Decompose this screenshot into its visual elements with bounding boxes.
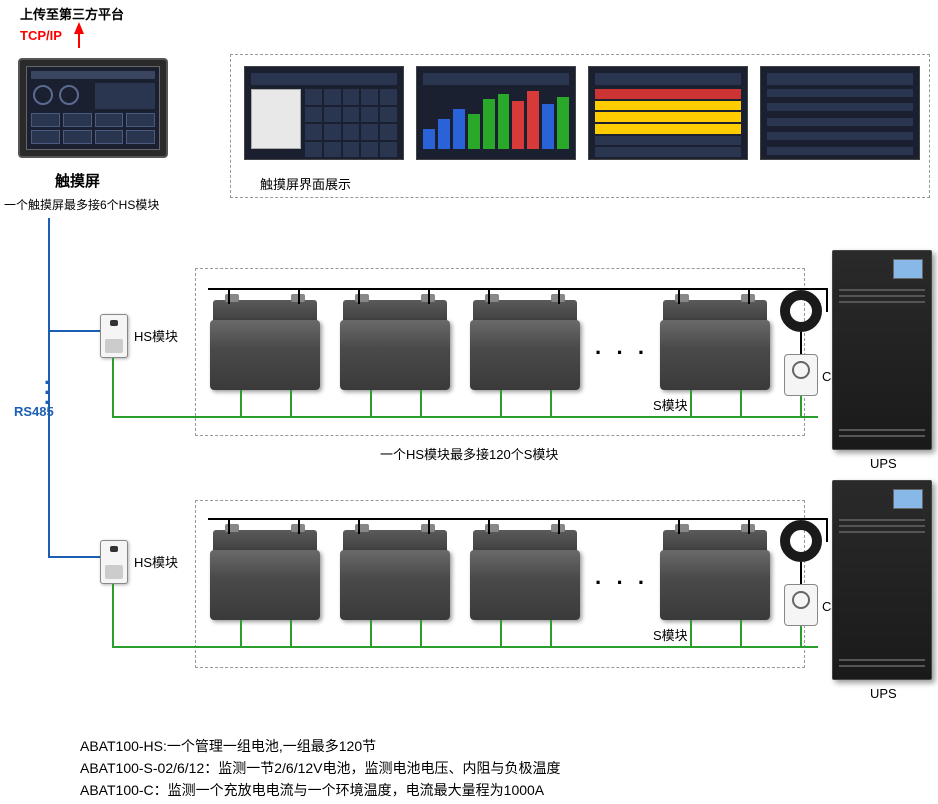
black-bus-2	[208, 518, 828, 520]
blackdrop-2d	[428, 518, 430, 534]
greendrop-1d2	[740, 390, 742, 418]
battery-2-2	[340, 530, 450, 620]
blackdrop-1c	[358, 288, 360, 304]
greendrop-1c	[500, 390, 502, 418]
hs-label-2: HS模块	[134, 552, 178, 571]
blackdrop-2e	[488, 518, 490, 534]
touchscreen-label: 触摸屏	[55, 170, 100, 191]
screenshot-rack	[244, 66, 404, 160]
greendrop-1a	[240, 390, 242, 418]
hs-note: 一个HS模块最多接120个S模块	[380, 444, 558, 463]
ups-2	[832, 480, 932, 680]
rs485-label: RS485	[14, 404, 54, 419]
s-module-label-1: S模块	[650, 395, 691, 414]
black-bus-1	[208, 288, 828, 290]
greendrop-2c	[500, 620, 502, 648]
upload-label: 上传至第三方平台	[20, 4, 124, 23]
ups-label-2: UPS	[870, 686, 897, 701]
hs-module-2	[100, 540, 128, 584]
greendrop-2d	[690, 620, 692, 648]
ct-wire-1	[800, 332, 802, 354]
panel-label: 触摸屏界面展示	[260, 174, 351, 193]
footer-line-1: ABAT100-HS:一个管理一组电池,一组最多120节	[80, 736, 376, 757]
green-bus-1	[112, 416, 818, 418]
greendrop-1cmod	[800, 396, 802, 418]
ellipsis-2: · · ·	[595, 570, 649, 596]
blackdrop-1b	[298, 288, 300, 304]
battery-2-3	[470, 530, 580, 620]
greendrop-2hs	[112, 584, 114, 648]
s-module-label-2: S模块	[650, 625, 691, 644]
ct-clamp-1	[780, 290, 822, 332]
greendrop-2d2	[740, 620, 742, 648]
blackdrop-1h	[748, 288, 750, 304]
blackdrop-1g	[678, 288, 680, 304]
greendrop-2cmod	[800, 626, 802, 648]
ct-wire-2	[800, 562, 802, 584]
blackdrop-2g	[678, 518, 680, 534]
touchscreen-device	[18, 58, 168, 158]
screenshot-list	[760, 66, 920, 160]
blackdrop-2a	[228, 518, 230, 534]
screenshot-barchart	[416, 66, 576, 160]
greendrop-2c2	[550, 620, 552, 648]
green-bus-2	[112, 646, 818, 648]
c-module-1	[784, 354, 818, 396]
c-module-2	[784, 584, 818, 626]
greendrop-2b	[370, 620, 372, 648]
screenshot-table	[588, 66, 748, 160]
greendrop-1hs	[112, 358, 114, 418]
greendrop-1a2	[290, 390, 292, 418]
battery-1-2	[340, 300, 450, 390]
greendrop-1b2	[420, 390, 422, 418]
blackdrop-2f	[558, 518, 560, 534]
greendrop-1b	[370, 390, 372, 418]
greendrop-1d	[690, 390, 692, 418]
battery-1-n	[660, 300, 770, 390]
greendrop-2a	[240, 620, 242, 648]
blackdrop-1e	[488, 288, 490, 304]
battery-1-3	[470, 300, 580, 390]
battery-2-n	[660, 530, 770, 620]
greendrop-2a2	[290, 620, 292, 648]
branch-line-1	[48, 330, 100, 332]
blackdrop-1d	[428, 288, 430, 304]
hs-label-1: HS模块	[134, 326, 178, 345]
arrow-up-icon	[74, 22, 84, 34]
footer-line-3: ABAT100-C：监测一个充放电电流与一个环境温度，电流最大量程为1000A	[80, 780, 544, 801]
greendrop-1c2	[550, 390, 552, 418]
blackdrop-2c	[358, 518, 360, 534]
blackdrop-2b	[298, 518, 300, 534]
touchscreen-note: 一个触摸屏最多接6个HS模块	[4, 196, 159, 213]
ups-1	[832, 250, 932, 450]
arrow-stem	[78, 34, 80, 48]
hs-module-1	[100, 314, 128, 358]
blackdrop-1a	[228, 288, 230, 304]
footer-line-2: ABAT100-S-02/6/12：监测一节2/6/12V电池，监测电池电压、内…	[80, 758, 561, 779]
ellipsis-1: · · ·	[595, 340, 649, 366]
ups-label-1: UPS	[870, 456, 897, 471]
blackdrop-2ups	[826, 518, 828, 542]
blackdrop-1ups	[826, 288, 828, 312]
blackdrop-1f	[558, 288, 560, 304]
battery-1-1	[210, 300, 320, 390]
ct-clamp-2	[780, 520, 822, 562]
battery-2-1	[210, 530, 320, 620]
blackdrop-2h	[748, 518, 750, 534]
branch-line-2	[48, 556, 100, 558]
tcpip-label: TCP/IP	[20, 28, 62, 43]
greendrop-2b2	[420, 620, 422, 648]
